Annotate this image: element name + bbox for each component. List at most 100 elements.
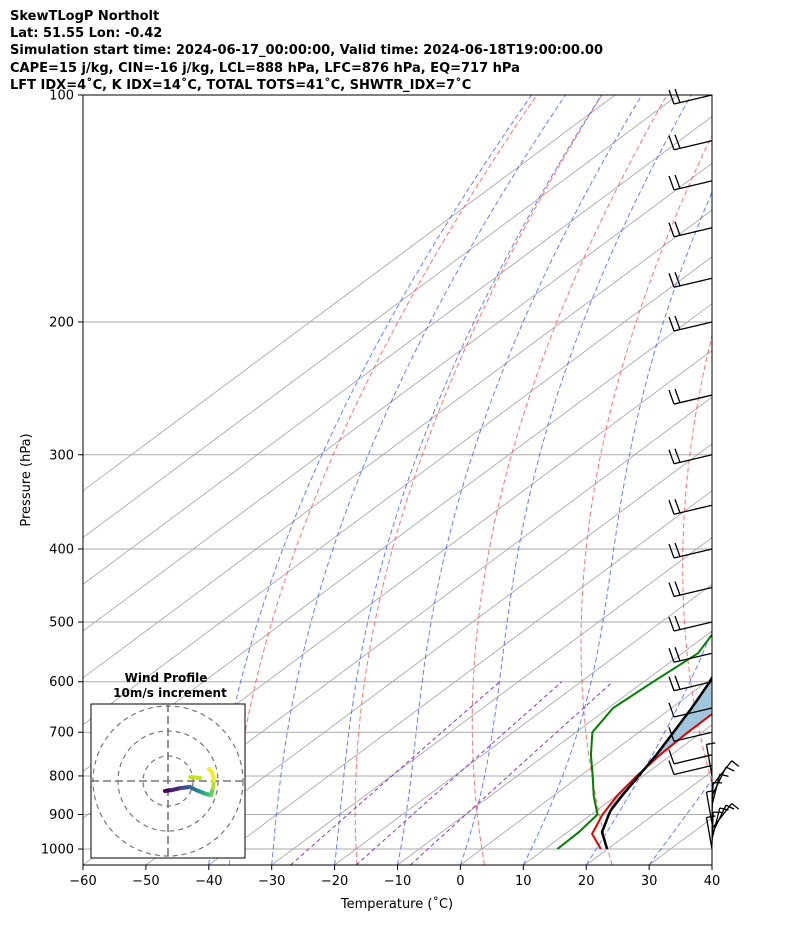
stability-params: CAPE=15 j/kg, CIN=-16 j/kg, LCL=888 hPa,… (10, 60, 520, 76)
barb-flag (668, 616, 675, 632)
dry-adiabat (682, 333, 712, 786)
barb-staff (711, 760, 733, 787)
header: SkewTLogP Northolt Lat: 51.55 Lon: -0.42… (10, 8, 603, 94)
barb-flag (668, 222, 675, 237)
hodograph-segment (207, 767, 214, 774)
x-tick-label: 30 (641, 874, 658, 889)
barb-staff (673, 731, 713, 742)
barb-flag (725, 766, 735, 772)
barb-flag (674, 174, 681, 189)
inset-subtitle: 10m/s increment (113, 686, 227, 700)
barb-staff (673, 764, 713, 776)
inset-title: Wind Profile (125, 671, 208, 685)
mixing-ratio-line (355, 681, 563, 865)
wind-barb (668, 448, 713, 465)
wind-barb (705, 742, 716, 777)
dry-adiabat (471, 95, 668, 865)
isotherm (83, 256, 712, 726)
wind-barb (711, 804, 735, 835)
index-params: LFT IDX=4˚C, K IDX=14˚C, TOTAL TOTS=41˚C… (10, 77, 472, 93)
y-tick-label: 300 (49, 448, 74, 463)
isotherm (523, 724, 712, 865)
x-axis-label: Temperature (˚C) (340, 896, 453, 912)
barb-flag (668, 389, 675, 405)
barb-staff (705, 817, 713, 850)
wind-barb (668, 542, 713, 559)
barb-staff (673, 548, 713, 559)
profile-layer (556, 633, 712, 850)
isotherm (711, 864, 712, 865)
barb-staff (673, 394, 713, 405)
wind-barb (668, 702, 713, 718)
y-tick-label: 600 (49, 675, 74, 690)
isotherm (83, 115, 712, 585)
barb-flag (674, 647, 681, 662)
isotherm (271, 536, 712, 865)
barb-staff (673, 140, 713, 151)
y-tick-label: 200 (49, 315, 74, 330)
barb-staff (673, 504, 713, 515)
moist-adiabat (208, 95, 532, 865)
barb-flag (674, 388, 681, 403)
isotherm (648, 817, 712, 865)
wind-barb (668, 749, 713, 765)
barb-flag (731, 803, 740, 810)
cape-area (608, 677, 712, 808)
barb-staff (673, 681, 713, 692)
barb-flag (706, 742, 716, 746)
barb-staff (673, 180, 713, 191)
parcel-line (600, 675, 712, 850)
barb-staff (673, 652, 713, 663)
barb-flag (668, 500, 675, 515)
station-coords: Lat: 51.55 Lon: -0.42 (10, 26, 163, 42)
isotherm (83, 95, 679, 539)
moist-adiabat (522, 190, 712, 865)
moist-adiabat (334, 95, 602, 865)
barb-staff (673, 707, 713, 718)
dry-adiabat (778, 95, 794, 865)
barb-flag (668, 175, 675, 191)
x-tick-label: −20 (321, 874, 348, 889)
moist-adiabat (711, 864, 712, 865)
y-tick-label: 400 (49, 542, 74, 557)
barb-flag (674, 88, 681, 103)
inset-grid (91, 704, 245, 858)
barb-flag (668, 316, 675, 332)
y-tick-label: 800 (49, 769, 74, 784)
isotherm (145, 443, 712, 865)
temperature-line (590, 712, 712, 850)
moist-adiabat (271, 95, 566, 865)
wind-barb (711, 760, 740, 787)
barb-staff (673, 621, 713, 632)
isotherm (83, 209, 712, 679)
x-tick-label: 10 (515, 874, 532, 889)
barb-flag (674, 581, 681, 596)
barb-flag (674, 675, 681, 690)
barb-flag (668, 760, 675, 775)
y-tick-label: 500 (49, 616, 74, 631)
barb-flag (674, 315, 681, 330)
wind-barb (668, 221, 713, 238)
barb-staff (705, 791, 713, 824)
y-tick-label: 100 (49, 89, 74, 104)
mixing-ratio-line (410, 681, 614, 865)
barb-flag (668, 135, 675, 150)
station-title: SkewTLogP Northolt (10, 9, 160, 24)
moist-adiabat (648, 778, 712, 865)
barb-flag (668, 449, 675, 464)
barb-flag (674, 615, 681, 630)
simulation-times: Simulation start time: 2024-06-17_00:00:… (10, 43, 603, 59)
wind-profile-inset: Wind Profile 10m/s increment (90, 671, 246, 859)
x-axis-ticks: −60 −50 −40 −30 −20 −10 0 10 20 30 40 (69, 865, 720, 889)
x-tick-label: −30 (258, 874, 285, 889)
barb-flag (674, 499, 681, 514)
barb-staff (673, 94, 713, 105)
isotherm (83, 162, 712, 632)
barb-staff (711, 774, 721, 806)
wind-barb (668, 134, 713, 151)
hodograph-segment (188, 775, 202, 780)
y-tick-label: 1000 (41, 843, 74, 858)
wind-barb (668, 88, 713, 105)
barb-flag (731, 760, 740, 767)
